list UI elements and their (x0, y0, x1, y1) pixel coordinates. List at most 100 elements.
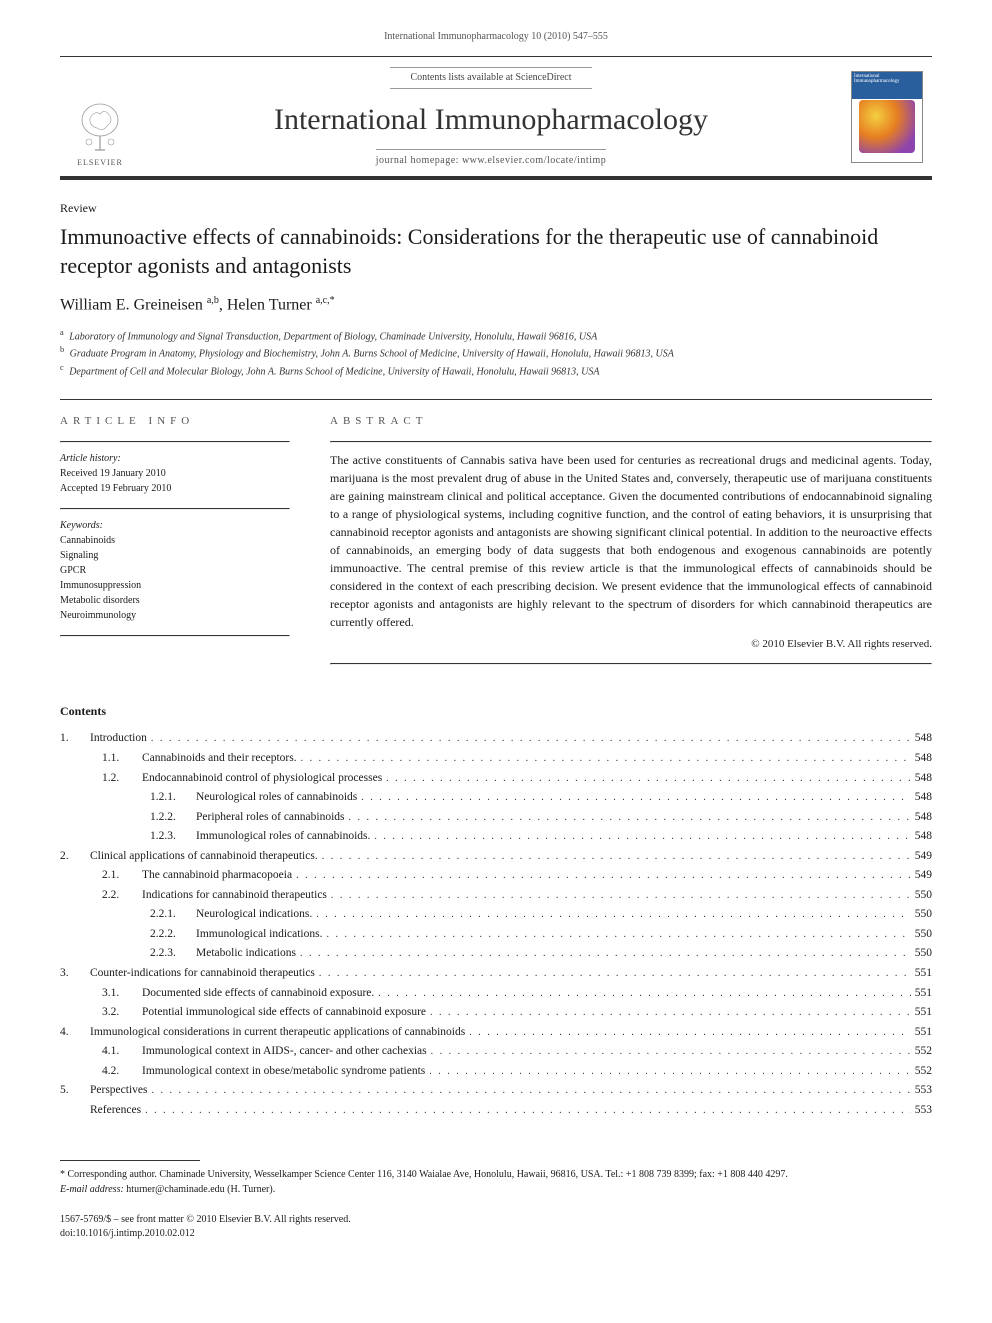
toc-label: Cannabinoids and their receptors. (142, 749, 297, 769)
toc-leader-dots (331, 886, 911, 906)
homepage-prefix: journal homepage: (376, 155, 462, 166)
contents-heading: Contents (60, 703, 932, 720)
toc-number: 2.2.2. (150, 925, 192, 945)
contents-available-line: Contents lists available at ScienceDirec… (390, 67, 591, 89)
toc-page: 548 (915, 788, 932, 808)
toc-entry[interactable]: 1.Introduction548 (60, 729, 932, 749)
toc-label: Clinical applications of cannabinoid the… (90, 847, 318, 867)
toc-entry[interactable]: 2.2.Indications for cannabinoid therapeu… (60, 886, 932, 906)
toc-label: Counter-indications for cannabinoid ther… (90, 964, 315, 984)
toc-entry[interactable]: 1.2.Endocannabinoid control of physiolog… (60, 769, 932, 789)
affiliations: a Laboratory of Immunology and Signal Tr… (60, 327, 932, 379)
abstract-text: The active constituents of Cannabis sati… (330, 451, 932, 631)
toc-number: 3.1. (102, 984, 138, 1004)
toc-page: 550 (915, 905, 932, 925)
toc-entry[interactable]: 3.Counter-indications for cannabinoid th… (60, 964, 932, 984)
toc-page: 551 (915, 1023, 932, 1043)
toc-entry[interactable]: 2.Clinical applications of cannabinoid t… (60, 847, 932, 867)
abstract-copyright: © 2010 Elsevier B.V. All rights reserved… (330, 637, 932, 652)
info-divider (330, 441, 932, 443)
running-head: International Immunopharmacology 10 (201… (60, 30, 932, 44)
toc-page: 548 (915, 808, 932, 828)
affiliation-line: c Department of Cell and Molecular Biolo… (60, 362, 932, 379)
toc-entry[interactable]: 2.1.The cannabinoid pharmacopoeia549 (60, 866, 932, 886)
sciencedirect-link[interactable]: ScienceDirect (515, 72, 571, 83)
keyword: Neuroimmunology (60, 608, 290, 623)
toc-number: 1.1. (102, 749, 138, 769)
toc-leader-dots (316, 905, 911, 925)
toc-entry[interactable]: 3.1.Documented side effects of cannabino… (60, 984, 932, 1004)
toc-number: 1.2. (102, 769, 138, 789)
article-info-label: ARTICLE INFO (60, 414, 290, 429)
article-title: Immunoactive effects of cannabinoids: Co… (60, 223, 932, 280)
author-list: William E. Greineisen a,b, Helen Turner … (60, 294, 932, 317)
toc-number: 2.2. (102, 886, 138, 906)
toc-label: Neurological roles of cannabinoids (196, 788, 357, 808)
publication-footer: 1567-5769/$ – see front matter © 2010 El… (60, 1213, 932, 1241)
toc-label: Metabolic indications (196, 944, 296, 964)
toc-leader-dots (151, 1081, 910, 1101)
toc-leader-dots (319, 964, 911, 984)
toc-entry[interactable]: 4.1.Immunological context in AIDS-, canc… (60, 1042, 932, 1062)
toc-label: Neurological indications. (196, 905, 312, 925)
toc-leader-dots (430, 1003, 911, 1023)
info-divider (60, 508, 290, 510)
toc-leader-dots (386, 769, 911, 789)
keywords-block: Keywords: CannabinoidsSignalingGPCRImmun… (60, 518, 290, 623)
toc-entry[interactable]: 2.2.3.Metabolic indications 550 (60, 944, 932, 964)
homepage-url[interactable]: www.elsevier.com/locate/intimp (462, 155, 606, 166)
toc-label: Perspectives (90, 1081, 147, 1101)
info-divider (330, 663, 932, 665)
toc-label: Indications for cannabinoid therapeutics (142, 886, 327, 906)
toc-number: 2.2.3. (150, 944, 192, 964)
footnotes: * Corresponding author. Chaminade Univer… (60, 1167, 932, 1197)
email-suffix: (H. Turner). (225, 1184, 276, 1195)
corresponding-email[interactable]: hturner@chaminade.edu (126, 1184, 224, 1195)
corresponding-author-note: * Corresponding author. Chaminade Univer… (60, 1167, 932, 1182)
toc-entry[interactable]: 1.2.1.Neurological roles of cannabinoids… (60, 788, 932, 808)
toc-number: 3. (60, 964, 86, 984)
toc-page: 548 (915, 729, 932, 749)
toc-label: The cannabinoid pharmacopoeia (142, 866, 292, 886)
toc-number: 1.2.1. (150, 788, 192, 808)
keywords-heading: Keywords: (60, 518, 290, 533)
info-divider (60, 635, 290, 637)
toc-entry[interactable]: 2.2.2.Immunological indications.550 (60, 925, 932, 945)
toc-leader-dots (429, 1062, 910, 1082)
history-heading: Article history: (60, 451, 290, 466)
toc-entry[interactable]: 1.2.2.Peripheral roles of cannabinoids54… (60, 808, 932, 828)
toc-label: Endocannabinoid control of physiological… (142, 769, 382, 789)
footnote-rule (60, 1160, 200, 1161)
toc-page: 553 (915, 1081, 932, 1101)
table-of-contents: 1.Introduction5481.1.Cannabinoids and th… (60, 729, 932, 1120)
keyword: Signaling (60, 548, 290, 563)
toc-leader-dots (469, 1023, 911, 1043)
toc-entry[interactable]: References553 (60, 1101, 932, 1121)
email-line: E-mail address: hturner@chaminade.edu (H… (60, 1182, 932, 1197)
toc-leader-dots (374, 827, 910, 847)
journal-cover-thumbnail (851, 71, 923, 163)
toc-label: Immunological roles of cannabinoids. (196, 827, 370, 847)
toc-leader-dots (296, 866, 911, 886)
toc-number: 1.2.3. (150, 827, 192, 847)
history-line: Received 19 January 2010 (60, 466, 290, 481)
toc-leader-dots (151, 729, 911, 749)
toc-page: 549 (915, 847, 932, 867)
toc-page: 550 (915, 944, 932, 964)
toc-entry[interactable]: 1.1.Cannabinoids and their receptors.548 (60, 749, 932, 769)
toc-leader-dots (145, 1101, 911, 1121)
toc-entry[interactable]: 2.2.1.Neurological indications.550 (60, 905, 932, 925)
toc-leader-dots (431, 1042, 911, 1062)
toc-leader-dots (322, 847, 911, 867)
toc-entry[interactable]: 5.Perspectives553 (60, 1081, 932, 1101)
publisher-name: ELSEVIER (77, 157, 123, 168)
toc-entry[interactable]: 1.2.3.Immunological roles of cannabinoid… (60, 827, 932, 847)
abstract-column: ABSTRACT The active constituents of Cann… (330, 414, 932, 673)
toc-leader-dots (378, 984, 910, 1004)
toc-entry[interactable]: 4.Immunological considerations in curren… (60, 1023, 932, 1043)
keyword: Immunosuppression (60, 578, 290, 593)
cover-thumbnail-block (842, 57, 932, 176)
toc-entry[interactable]: 4.2.Immunological context in obese/metab… (60, 1062, 932, 1082)
toc-entry[interactable]: 3.2.Potential immunological side effects… (60, 1003, 932, 1023)
toc-page: 551 (915, 964, 932, 984)
